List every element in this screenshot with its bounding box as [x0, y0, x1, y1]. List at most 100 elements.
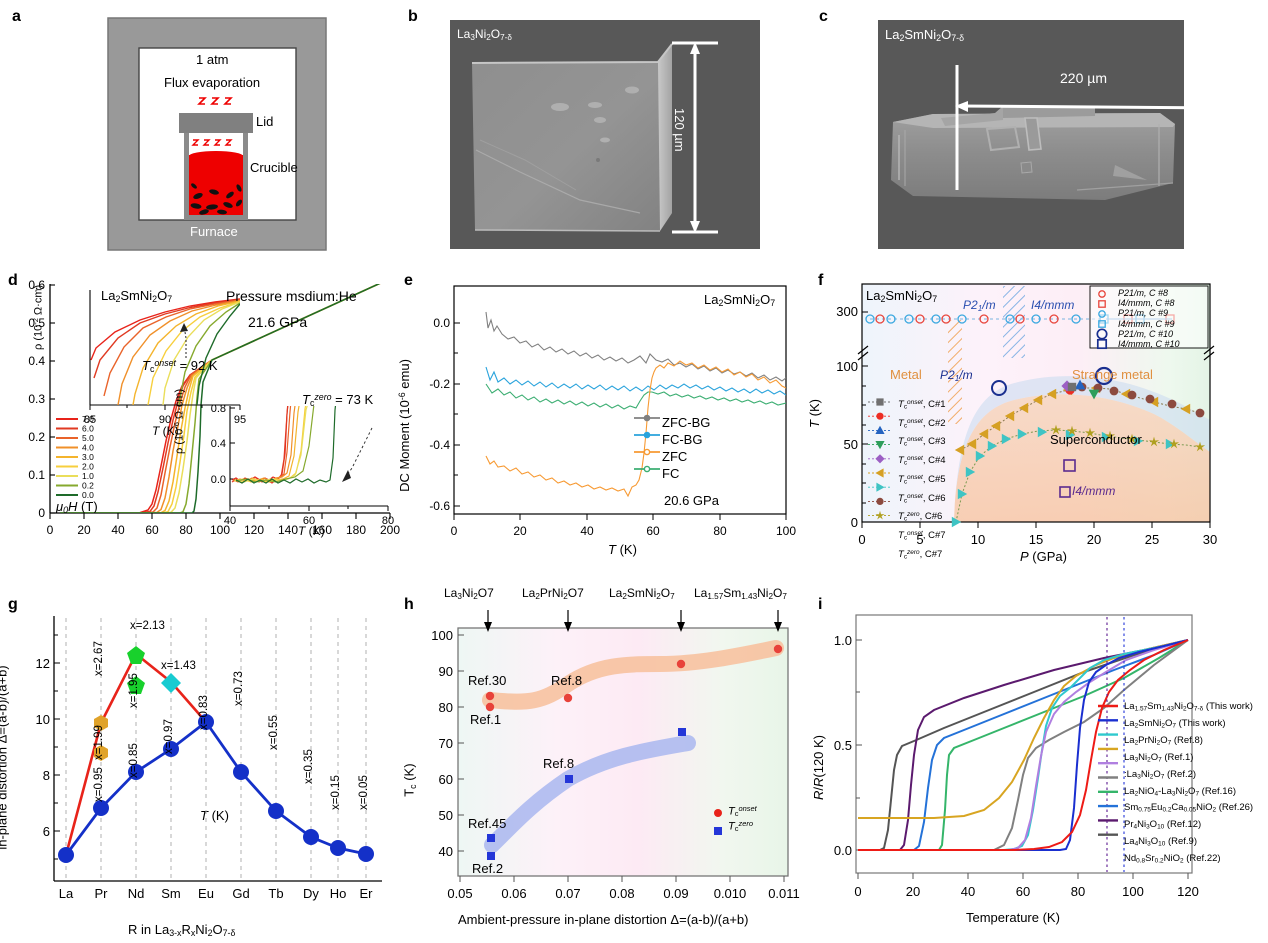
panel-h-label: h — [404, 596, 414, 613]
svg-text:80: 80 — [1071, 884, 1085, 899]
panel-f-legend-item: Tconset, C#6 — [898, 492, 946, 505]
svg-text:20: 20 — [77, 523, 91, 537]
panel-g-annotation: x=1.43 — [161, 660, 196, 672]
panel-e-xlabel: T (K) — [608, 542, 637, 557]
panel-f-legend-top-markers — [1096, 290, 1108, 350]
svg-text:0.06: 0.06 — [501, 886, 526, 901]
svg-text:200: 200 — [380, 523, 400, 537]
panel-e-legend-markers — [634, 414, 660, 473]
panel-f-legend-item: Tconset, C#4 — [898, 455, 946, 467]
panel-f-legend-item: Tconset, C#7 — [898, 529, 946, 542]
panel-h-ref2-label: Ref.2 — [472, 861, 504, 876]
svg-text:0: 0 — [858, 532, 865, 547]
svg-text:2.0: 2.0 — [82, 462, 94, 472]
panel-d-tc-zero-annot: Tczero = 73 K — [302, 392, 374, 409]
panel-g-annotation: x=1.95 — [128, 673, 140, 708]
svg-text:180: 180 — [346, 523, 366, 537]
panel-e-legend-item: ZFC — [662, 449, 688, 464]
panel-e-ylabel: DC Moment (10-6 emu) — [396, 359, 412, 492]
panel-e-label: e — [404, 272, 413, 289]
svg-text:100: 100 — [776, 524, 796, 538]
svg-text:30: 30 — [1203, 532, 1217, 547]
panel-c-sem-image — [878, 20, 1230, 249]
panel-f-label: f — [818, 272, 824, 289]
panel-b: b La3Ni2O7-δ — [400, 0, 815, 268]
panel-d-xlabel: T (K) — [200, 808, 229, 823]
panel-f-legend-item: Tconset, C#3 — [898, 436, 946, 448]
svg-text:100: 100 — [210, 523, 230, 537]
panel-g-annotation: x=2.13 — [130, 620, 165, 632]
panel-c-label: c — [819, 8, 828, 25]
panel-d-plot: 0 0.1 0.2 0.3 0.4 0.5 0.6 0 20 40 60 80 100 120 14… — [28, 278, 400, 537]
svg-text:6.0: 6.0 — [82, 424, 94, 434]
panel-f-ylabel: T (K) — [806, 399, 822, 428]
panel-i-ylabel: R/R(120 K) — [811, 734, 827, 801]
panel-a-schematic — [107, 17, 327, 251]
panel-f-legend-item: Tczero, C#6 — [898, 511, 943, 523]
svg-text:0.1: 0.1 — [28, 468, 45, 482]
svg-text:0: 0 — [451, 524, 458, 538]
svg-text:0: 0 — [38, 506, 45, 520]
panel-i-legend-item: Nd0.8Sr0.2NiO2 (Ref.22) — [1124, 853, 1221, 865]
panel-f-legend-main-markers — [868, 398, 892, 520]
svg-text:0.2: 0.2 — [28, 430, 45, 444]
panel-f-legend-top-labels: P21/m, C #8 I4/mmm, C #8 P21/m, C #9 I4/mmm… — [1118, 288, 1180, 349]
panel-a-lid-label: Lid — [256, 114, 274, 129]
panel-d-pressure-medium: Pressure msdium:He — [226, 288, 357, 304]
panel-f-legend-top-item: I4/mmm, C #9 — [1118, 318, 1175, 329]
panel-g-annotation: x=0.97 — [163, 719, 175, 754]
svg-text:80: 80 — [382, 515, 394, 527]
panel-i-legend-item: La4Ni3O10 (Ref.9) — [1124, 836, 1198, 848]
panel-g-xtick: Ho — [329, 886, 347, 901]
svg-text:90: 90 — [439, 664, 453, 679]
svg-text:60: 60 — [646, 524, 660, 538]
svg-text:40: 40 — [961, 884, 975, 899]
svg-text:0.05: 0.05 — [447, 886, 472, 901]
panel-f-data-markers — [951, 379, 1206, 528]
svg-text:10: 10 — [36, 712, 50, 727]
svg-text:-0.6: -0.6 — [429, 499, 450, 513]
svg-text:0.3: 0.3 — [28, 392, 45, 406]
panel-h-plot: 100 90 80 70 60 50 40 0.05 0.06 0.07 0.08 0.09 0.… — [431, 610, 800, 901]
panel-f-sample-label: La2SmNi2O7 — [866, 288, 938, 305]
panel-i-legend-item: Pr4Ni3O10 (Ref.12) — [1124, 819, 1202, 831]
svg-text:1.0: 1.0 — [82, 471, 94, 481]
panel-i-legend-item: La2NiO4-La3Ni2O7 (Ref.16) — [1124, 785, 1236, 798]
panel-i-legend-item: La3Ni2O7 (Ref.1) — [1124, 751, 1194, 764]
panel-b-sample-label: La3Ni2O7-δ — [457, 27, 512, 43]
svg-text:120: 120 — [244, 523, 264, 537]
svg-text:-0.2: -0.2 — [429, 377, 450, 391]
panel-d-inset1-ylabel: ρ (10-2 Ω·cm) — [31, 284, 45, 350]
panel-f-legend-top-item: P21/m, C #9 — [1118, 308, 1169, 319]
svg-text:300: 300 — [836, 304, 858, 319]
svg-text:0.09: 0.09 — [663, 886, 688, 901]
panel-i-label: i — [818, 596, 823, 613]
svg-text:0: 0 — [47, 523, 54, 537]
panel-g-xtick: Gd — [232, 886, 250, 901]
svg-text:0: 0 — [851, 515, 858, 530]
panel-h-toplabel-2: La2PrNi2O7 — [522, 586, 584, 602]
svg-text:0.6: 0.6 — [28, 278, 45, 292]
panel-d-tc-onset-annot: Tconset = 92 K — [142, 358, 218, 375]
panel-g-annotation: x=0.73 — [233, 671, 245, 706]
panel-g-ylabel: in-plane distortion Δ=(a-b)/(a+b) — [0, 665, 10, 850]
panel-h-ylabel: Tc (K) — [401, 763, 418, 797]
panel-e-legend-item: FC-BG — [662, 432, 703, 447]
svg-text:20: 20 — [906, 884, 920, 899]
svg-text:6: 6 — [43, 824, 50, 839]
svg-text:50: 50 — [844, 437, 858, 452]
panel-g-annotation: x=0.83 — [198, 695, 210, 730]
panel-f-phase-diagram: 300 100 50 0 0 5 10 15 20 25 30 — [836, 283, 1217, 547]
panel-e-legend-item: ZFC-BG — [662, 415, 711, 430]
panel-c: c La2SmNi2O7-δ 220 µm — [815, 0, 1268, 268]
panel-f-strange-metal-label: Strange metal — [1072, 367, 1153, 382]
svg-text:85: 85 — [84, 414, 96, 426]
panel-i-legend-item: :La3Ni2O7 (Ref.2) — [1124, 768, 1197, 781]
panel-h-toplabel-4: La1.57Sm1.43Ni2O7 — [694, 586, 787, 602]
svg-text:7.0: 7.0 — [82, 414, 94, 424]
svg-text:0.0: 0.0 — [834, 843, 852, 858]
svg-text:20: 20 — [513, 524, 527, 538]
panel-f-i4mmm-marker-label: I4/mmm — [1072, 484, 1116, 498]
panel-f-legend-top-item: I4/mmm, C #10 — [1118, 339, 1180, 350]
panel-i-legend-markers — [1098, 704, 1118, 836]
